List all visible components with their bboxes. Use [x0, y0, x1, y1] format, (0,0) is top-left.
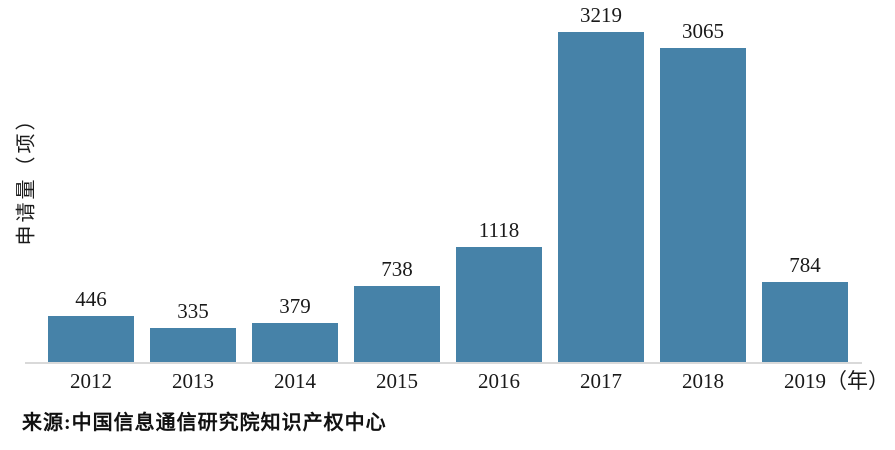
bar-value-label: 738 — [381, 257, 413, 281]
year-label: 2015 — [376, 369, 418, 393]
bar-column: 335 — [142, 299, 244, 362]
bar-column: 784 — [754, 253, 856, 362]
bars-container: 446 335 379 738 1118 3219 3065 784 — [40, 3, 856, 362]
x-axis-tick-label: 2019 （年） — [754, 368, 889, 394]
bar-value-label: 446 — [75, 287, 107, 311]
bar-column: 3065 — [652, 19, 754, 362]
year-label: 2017 — [580, 369, 622, 393]
x-axis-tick-label: 2014 — [244, 368, 346, 394]
plot-area: 446 335 379 738 1118 3219 3065 784 — [25, 0, 862, 364]
bar — [48, 316, 134, 362]
year-label: 2012 — [70, 369, 112, 393]
bar-column: 1118 — [448, 218, 550, 362]
x-axis-tick-label: 2017 — [550, 368, 652, 394]
bar-column: 446 — [40, 287, 142, 362]
source-note: 来源:中国信息通信研究院知识产权中心 — [22, 412, 387, 434]
x-axis-tick-label: 2012 — [40, 368, 142, 394]
x-axis-unit-suffix: （年） — [826, 369, 889, 393]
bar-column: 3219 — [550, 3, 652, 362]
bar — [252, 323, 338, 362]
bar-column: 379 — [244, 294, 346, 362]
bar — [150, 328, 236, 362]
bar-value-label: 379 — [279, 294, 311, 318]
year-label: 2016 — [478, 369, 520, 393]
bar — [762, 282, 848, 362]
bar-value-label: 784 — [789, 253, 821, 277]
bar-value-label: 335 — [177, 299, 209, 323]
bar — [354, 286, 440, 362]
x-axis-tick-label: 2013 — [142, 368, 244, 394]
year-label: 2018 — [682, 369, 724, 393]
x-axis-tick-label: 2016 — [448, 368, 550, 394]
x-axis-labels: 2012 2013 2014 2015 2016 2017 2018 2019 （年） — [40, 368, 889, 394]
bar-value-label: 1118 — [478, 218, 520, 242]
bar-column: 738 — [346, 257, 448, 362]
x-axis-tick-label: 2015 — [346, 368, 448, 394]
bar — [456, 247, 542, 362]
bar-value-label: 3219 — [580, 3, 622, 27]
year-label: 2014 — [274, 369, 316, 393]
bar — [660, 48, 746, 362]
bar — [558, 32, 644, 362]
year-label: 2013 — [172, 369, 214, 393]
x-axis-tick-label: 2018 — [652, 368, 754, 394]
bar-value-label: 3065 — [682, 19, 724, 43]
year-label: 2019 （年） — [784, 369, 889, 393]
